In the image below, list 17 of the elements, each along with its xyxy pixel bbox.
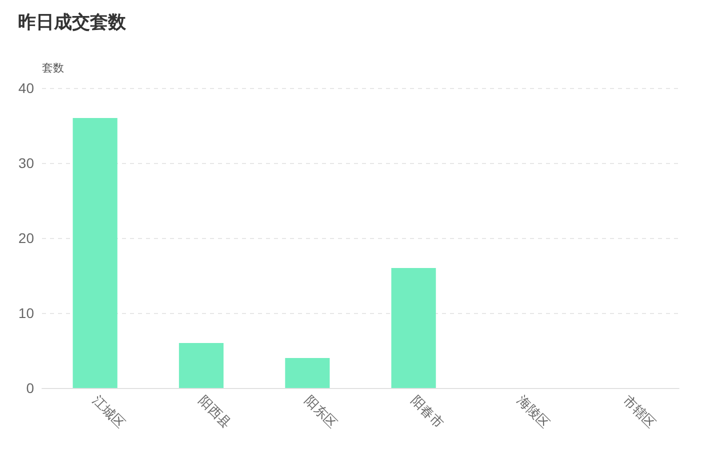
x-tick-label: 阳东区 xyxy=(302,392,340,431)
x-tick-label: 市辖区 xyxy=(620,392,659,431)
y-axis-title: 套数 xyxy=(42,62,64,74)
bar xyxy=(391,268,436,388)
x-tick-label: 阳西县 xyxy=(196,392,234,431)
y-tick-label: 0 xyxy=(26,380,34,396)
y-tick-label: 30 xyxy=(18,155,34,171)
chart-title: 昨日成交套数 xyxy=(18,12,127,32)
y-tick-label: 40 xyxy=(18,80,34,96)
y-tick-label: 10 xyxy=(18,305,34,321)
x-tick-label: 江城区 xyxy=(90,392,128,431)
x-tick-label: 海陵区 xyxy=(514,392,553,431)
bar xyxy=(72,118,118,388)
x-tick-label: 阳春市 xyxy=(408,392,446,431)
bar xyxy=(178,343,224,388)
bar xyxy=(285,358,330,388)
y-tick-label: 20 xyxy=(18,230,34,246)
